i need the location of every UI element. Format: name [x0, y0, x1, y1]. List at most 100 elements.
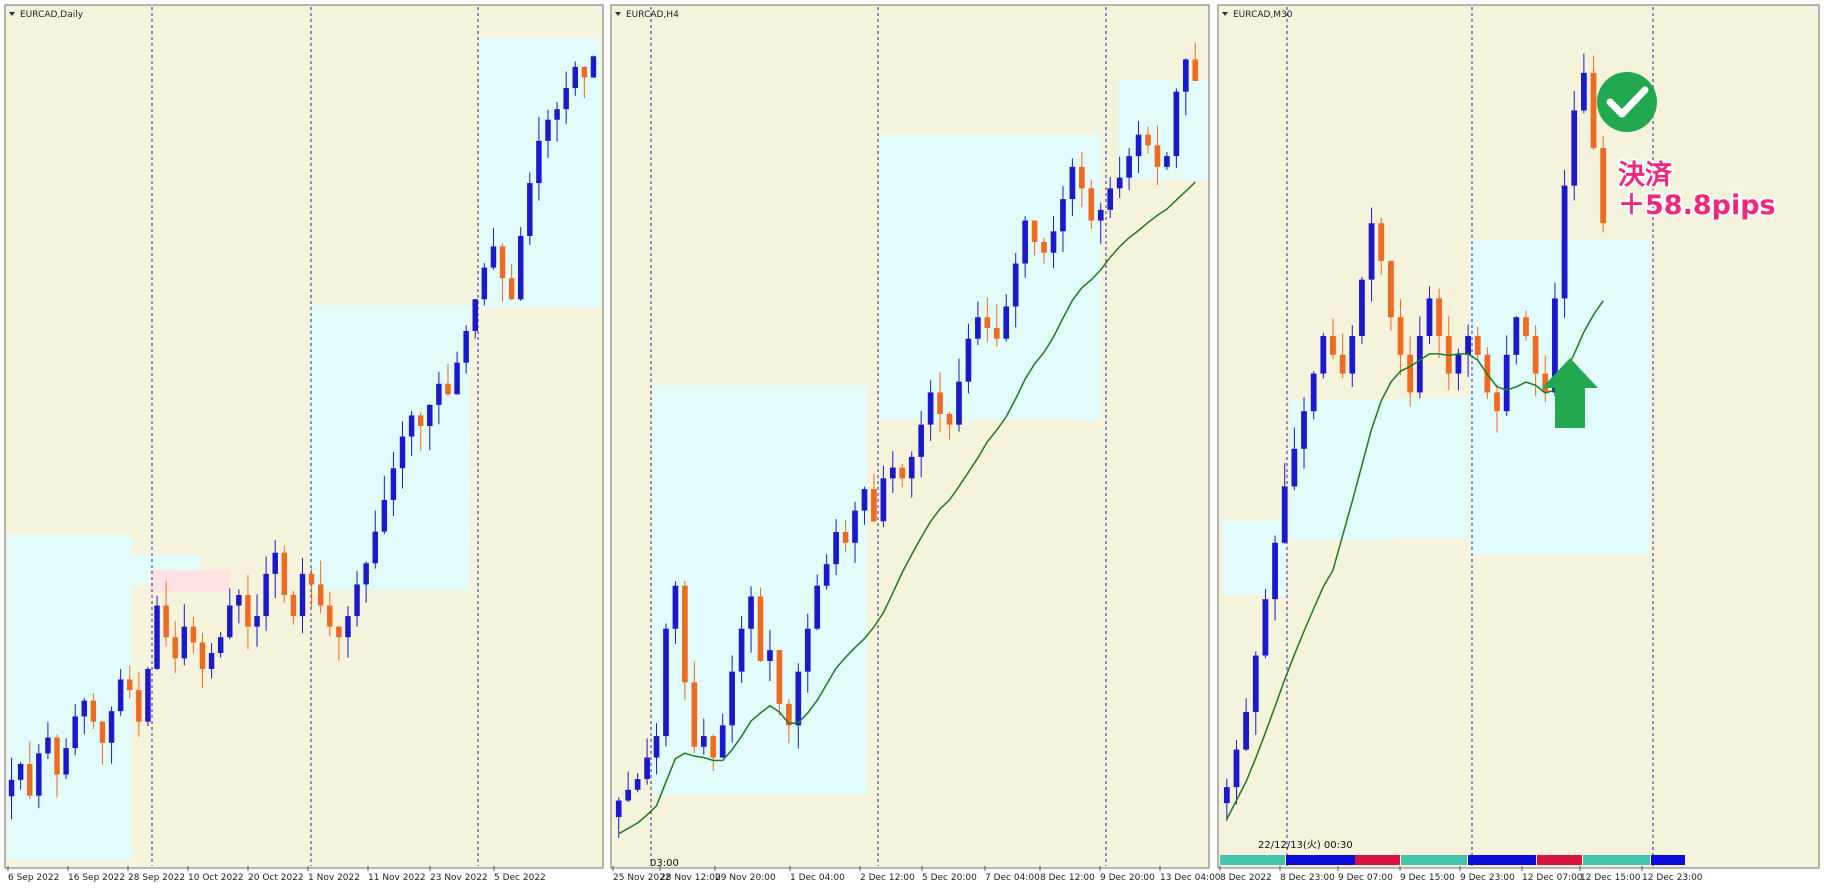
candle-body [672, 585, 679, 629]
candle-body [1320, 336, 1327, 374]
candle-body [381, 499, 388, 532]
candle-body [81, 700, 88, 717]
candle-body [545, 119, 551, 141]
candle-body [1580, 72, 1587, 111]
candle-body [108, 711, 115, 743]
candle-body [145, 668, 151, 722]
candle-body [908, 456, 915, 479]
x-tick-label: 11 Nov 2022 [368, 873, 426, 883]
x-tick-label: 23 Nov 2022 [430, 873, 488, 883]
candle-body [1359, 279, 1365, 337]
candle-body [245, 594, 251, 627]
candle-body [417, 415, 424, 426]
candle-body [1097, 209, 1104, 221]
candle-body [1436, 298, 1443, 337]
x-tick-label: 5 Dec 2022 [494, 873, 546, 883]
candle-body [1252, 655, 1259, 712]
candle-body [1281, 486, 1288, 543]
candle-body [748, 596, 754, 629]
candle-body [8, 779, 15, 797]
candle-body [45, 737, 51, 754]
candle-body [1301, 411, 1307, 449]
candle-body [682, 585, 688, 683]
session-box [880, 135, 1100, 420]
candle-body [1552, 298, 1558, 393]
candle-body [299, 573, 306, 617]
x-tick-label: 1 Nov 2022 [308, 873, 360, 883]
session-box [310, 305, 470, 590]
candle-body [1378, 223, 1385, 261]
x-tick-label: 9 Dec 23:00 [1460, 873, 1515, 883]
candle-body [1397, 317, 1404, 355]
candle-body [1192, 59, 1199, 81]
candle-body [1145, 134, 1151, 146]
candle-body [181, 626, 188, 659]
annotation-line2: ＋58.8pips [1618, 190, 1776, 221]
chevron-down-icon[interactable] [9, 12, 15, 16]
x-tick-label: 20 Oct 2022 [248, 873, 304, 883]
candle-body [861, 489, 868, 511]
candle-body [1416, 336, 1423, 393]
candle-body [408, 415, 415, 437]
h4-time-label: 03:00 [650, 858, 679, 869]
candle-body [172, 637, 178, 659]
candle-body [563, 88, 569, 110]
candle-body [776, 650, 783, 704]
candle-body [1542, 373, 1549, 393]
candle-body [1050, 231, 1057, 253]
candle-body [691, 682, 698, 747]
candle-body [1262, 599, 1269, 656]
candle-body [823, 564, 830, 586]
candle-body [1561, 185, 1568, 299]
candle-body [1022, 220, 1028, 264]
candle-body [136, 690, 142, 722]
candle-body [1426, 298, 1433, 337]
candle-body [1154, 145, 1161, 167]
candle-body [163, 605, 169, 638]
candle-body [517, 235, 524, 300]
candle-body [1455, 354, 1462, 374]
candle-body [317, 584, 324, 606]
candle-body [1387, 260, 1394, 318]
candle-body [1079, 166, 1085, 189]
candle-body [1465, 336, 1471, 355]
candle-body [1310, 373, 1317, 412]
candle-body [436, 383, 442, 405]
candle-body [1003, 306, 1010, 339]
candle-body [272, 552, 278, 574]
candle-body [581, 66, 588, 78]
chevron-down-icon[interactable] [1222, 12, 1228, 16]
candle-body [842, 532, 849, 543]
candle-body [354, 584, 360, 617]
x-tick-label: 7 Dec 04:00 [985, 873, 1040, 883]
candle-body [72, 716, 78, 749]
candle-body [644, 757, 650, 780]
candle-body [472, 299, 478, 331]
candle-body [499, 246, 506, 279]
candle-body [852, 510, 858, 543]
x-tick-label: 13 Dec 04:00 [1160, 873, 1221, 883]
candle-body [254, 616, 260, 627]
candle-body [729, 671, 735, 726]
candle-body [372, 531, 378, 564]
candle-body [757, 596, 764, 661]
candle-body [572, 66, 578, 89]
candle-body [217, 637, 224, 654]
candle-body [208, 653, 215, 669]
candle-body [554, 109, 560, 120]
chevron-down-icon[interactable] [615, 12, 621, 16]
candle-body [1523, 317, 1529, 337]
candle-body [127, 679, 133, 691]
candle-body [154, 605, 160, 669]
m30-title: EURCAD,M30 [1222, 10, 1293, 20]
candle-body [880, 478, 887, 522]
x-tick-label: 5 Dec 20:00 [922, 873, 977, 883]
candle-body [36, 753, 42, 796]
candle-body [918, 424, 925, 457]
candle-body [804, 628, 811, 672]
session-box [1290, 400, 1398, 540]
x-tick-label: 1 Dec 04:00 [790, 873, 845, 883]
candle-body [1494, 392, 1500, 412]
candle-body [663, 628, 669, 737]
